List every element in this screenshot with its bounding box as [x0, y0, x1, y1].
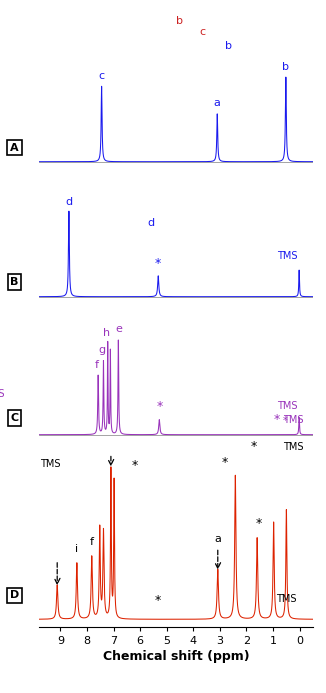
Text: a: a	[214, 534, 221, 544]
Text: *: *	[274, 413, 280, 426]
Text: TMS: TMS	[277, 401, 298, 411]
Text: *: *	[155, 257, 161, 270]
Text: *: *	[255, 517, 261, 530]
Text: TMS: TMS	[283, 414, 303, 425]
Text: TMS: TMS	[0, 389, 5, 399]
Text: C: C	[10, 413, 19, 423]
Text: B: B	[10, 277, 19, 287]
X-axis label: Chemical shift (ppm): Chemical shift (ppm)	[103, 650, 249, 663]
Text: TMS: TMS	[40, 459, 61, 469]
Text: *: *	[251, 441, 258, 453]
Text: d: d	[65, 198, 72, 207]
Text: A: A	[10, 143, 19, 152]
Text: e: e	[115, 324, 122, 334]
Text: *: *	[156, 401, 162, 413]
Text: a: a	[214, 98, 221, 108]
Text: *: *	[283, 416, 288, 426]
Text: b: b	[225, 40, 232, 51]
Text: *: *	[154, 594, 160, 607]
Text: f: f	[90, 537, 94, 547]
Text: i: i	[75, 544, 79, 554]
Text: h: h	[103, 328, 110, 338]
Text: TMS: TMS	[277, 251, 298, 261]
Text: c: c	[98, 71, 105, 81]
Text: d: d	[147, 218, 154, 228]
Text: b: b	[176, 16, 183, 26]
Text: b: b	[282, 62, 289, 73]
Text: f: f	[95, 360, 99, 370]
Text: D: D	[10, 590, 19, 600]
Text: TMS: TMS	[276, 594, 297, 604]
Text: g: g	[99, 345, 106, 356]
Text: c: c	[199, 26, 205, 37]
Text: *: *	[222, 456, 228, 469]
Text: TMS: TMS	[283, 442, 303, 453]
Text: *: *	[132, 459, 138, 473]
